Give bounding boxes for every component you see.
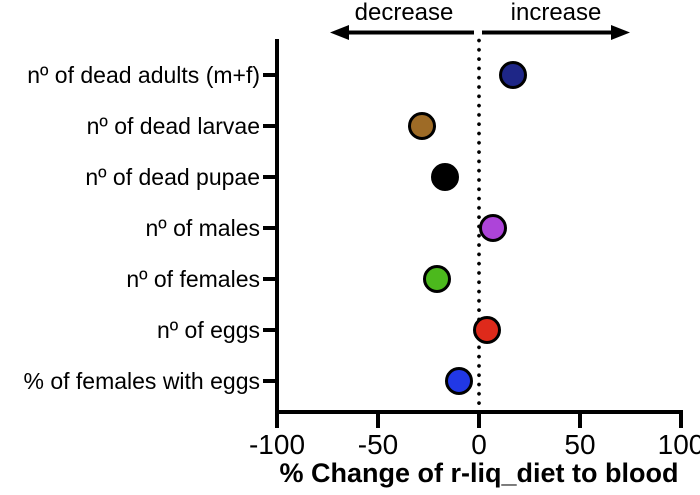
category-label: nº of males	[145, 215, 260, 241]
decrease-arrow	[330, 25, 474, 40]
data-point-dot	[408, 112, 437, 140]
x-axis-title: % Change of r-liq_diet to blood	[279, 458, 679, 488]
y-axis-tick	[263, 277, 277, 281]
y-axis-line	[275, 39, 279, 414]
data-point-dot	[422, 265, 451, 293]
data-point-dot	[479, 214, 508, 242]
axis-annotation-arrows	[330, 25, 630, 40]
category-label: nº of dead adults (m+f)	[27, 62, 260, 88]
category-label: nº of females	[126, 266, 260, 292]
x-axis-tick	[578, 412, 582, 428]
x-axis-tick-label: 0	[471, 429, 487, 460]
y-axis-tick	[263, 175, 277, 179]
data-point-dot	[473, 316, 502, 344]
y-axis-tick	[263, 73, 277, 77]
x-axis-tick-label: -100	[248, 429, 306, 460]
decrease-label: decrease	[354, 0, 454, 26]
data-point-dot	[499, 61, 528, 89]
y-axis-tick	[263, 379, 277, 383]
increase-arrow	[482, 25, 630, 40]
x-axis-tick	[376, 412, 380, 428]
x-axis-tick-label: -50	[357, 429, 399, 460]
x-axis-tick	[275, 412, 279, 428]
category-label: nº of dead larvae	[86, 113, 260, 139]
category-label: nº of dead pupae	[85, 164, 260, 190]
y-axis-tick	[263, 124, 277, 128]
increase-label: increase	[510, 0, 602, 26]
data-point-dot	[444, 367, 473, 395]
y-axis-tick	[263, 328, 277, 332]
category-label: % of females with eggs	[23, 368, 260, 394]
x-axis-tick	[679, 412, 683, 428]
x-axis-tick-label: 50	[564, 429, 596, 460]
x-axis-tick	[477, 412, 481, 428]
data-point-dot	[430, 163, 459, 191]
category-label: nº of eggs	[156, 317, 260, 343]
y-axis-tick	[263, 226, 277, 230]
zero-reference-line	[477, 36, 481, 412]
x-axis-tick-label: 100	[657, 429, 700, 460]
